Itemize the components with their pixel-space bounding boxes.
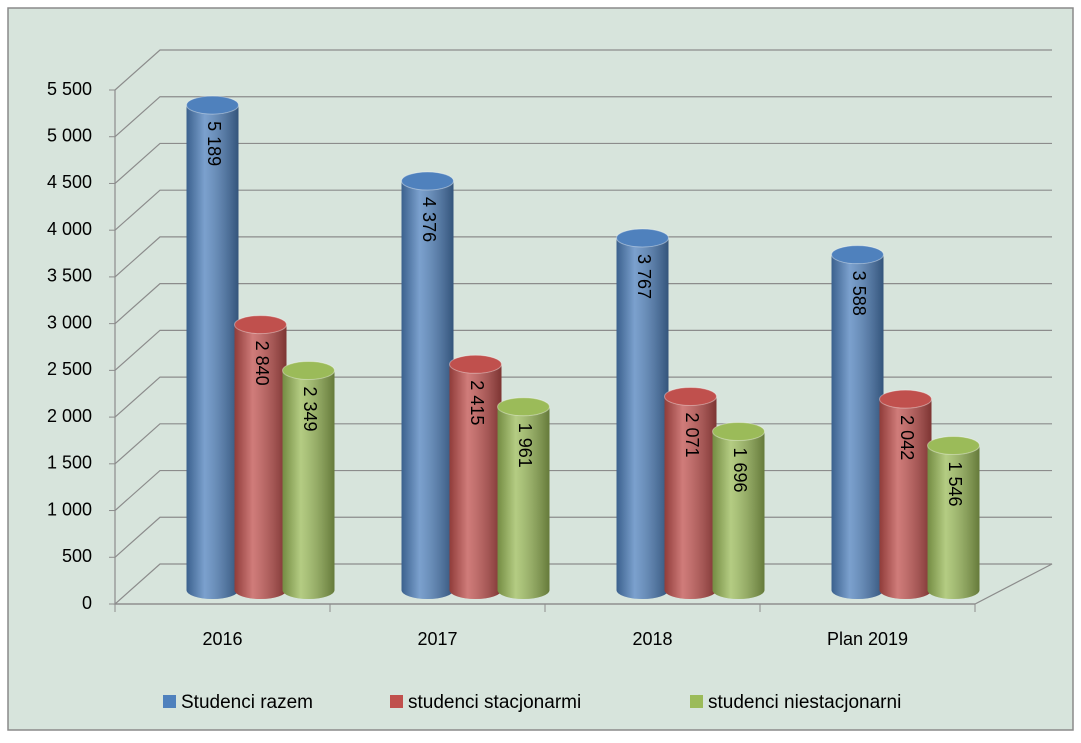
grid-line <box>114 49 1052 91</box>
y-tick-label: 2 000 <box>47 406 92 426</box>
cylinder-top <box>879 389 932 409</box>
value-label: 3 588 <box>849 271 869 316</box>
cylinder-shade <box>449 364 502 599</box>
cylinder-shade <box>282 370 335 599</box>
cylinder-shade <box>616 237 669 599</box>
legend-label: Studenci razem <box>181 692 313 713</box>
y-tick-label: 3 500 <box>47 266 92 286</box>
cylinder-shade <box>401 181 454 599</box>
cylinder-top <box>234 315 287 335</box>
x-tick-label: 2016 <box>202 629 242 649</box>
cylinder-shade <box>186 105 239 599</box>
cylinder-shade <box>497 406 550 599</box>
cylinder-top <box>282 360 335 380</box>
value-label: 2 349 <box>300 386 320 431</box>
cylinder-top <box>186 95 239 115</box>
grid-line <box>114 329 1052 371</box>
cylinder-top <box>831 245 884 265</box>
y-tick-label: 1 500 <box>47 453 92 473</box>
cylinder-top <box>616 228 669 248</box>
y-tick-label: 4 500 <box>47 172 92 192</box>
y-tick-label: 500 <box>62 546 92 566</box>
y-tick-label: 2 500 <box>47 359 92 379</box>
value-label: 2 415 <box>467 380 487 425</box>
x-tick-label: 2018 <box>632 629 672 649</box>
value-label: 2 840 <box>252 341 272 386</box>
x-tick-label: Plan 2019 <box>827 629 908 649</box>
legend-swatch <box>163 695 176 708</box>
cylinder-top <box>712 422 765 442</box>
cylinder-shade <box>879 399 932 599</box>
cylinder-shade <box>831 254 884 599</box>
x-tick-label: 2017 <box>417 629 457 649</box>
value-label: 3 767 <box>634 254 654 299</box>
legend-label: studenci stacjonarmi <box>408 692 581 713</box>
y-tick-label: 5 000 <box>47 125 92 145</box>
grid-line <box>114 283 1052 325</box>
y-tick-label: 3 000 <box>47 312 92 332</box>
legend-swatch <box>390 695 403 708</box>
cylinder-top <box>664 386 717 406</box>
y-tick-label: 0 <box>82 593 92 613</box>
value-label: 2 071 <box>682 412 702 457</box>
cylinder-top <box>927 436 980 456</box>
value-label: 1 696 <box>730 448 750 493</box>
cylinder-shade <box>234 324 287 599</box>
grid-line <box>114 142 1052 184</box>
cylinder-top <box>497 397 550 417</box>
y-tick-label: 5 500 <box>47 79 92 99</box>
cylinder-shade <box>712 431 765 599</box>
cylinder-shade <box>664 396 717 599</box>
value-label: 5 189 <box>204 121 224 166</box>
value-label: 1 961 <box>515 423 535 468</box>
value-label: 1 546 <box>945 462 965 507</box>
grid-line <box>114 96 1052 138</box>
value-label: 2 042 <box>897 415 917 460</box>
cylinder-top <box>401 171 454 191</box>
legend-swatch <box>690 695 703 708</box>
grid-line <box>114 236 1052 278</box>
cylinder-shade <box>927 445 980 599</box>
grid-line <box>114 423 1052 465</box>
y-tick-label: 4 000 <box>47 219 92 239</box>
cylinder-top <box>449 354 502 374</box>
grid-line <box>114 189 1052 231</box>
value-label: 4 376 <box>419 197 439 242</box>
chart-background <box>7 7 1074 731</box>
grid-line <box>114 376 1052 418</box>
y-tick-label: 1 000 <box>47 499 92 519</box>
legend-label: studenci niestacjonarni <box>708 692 901 713</box>
